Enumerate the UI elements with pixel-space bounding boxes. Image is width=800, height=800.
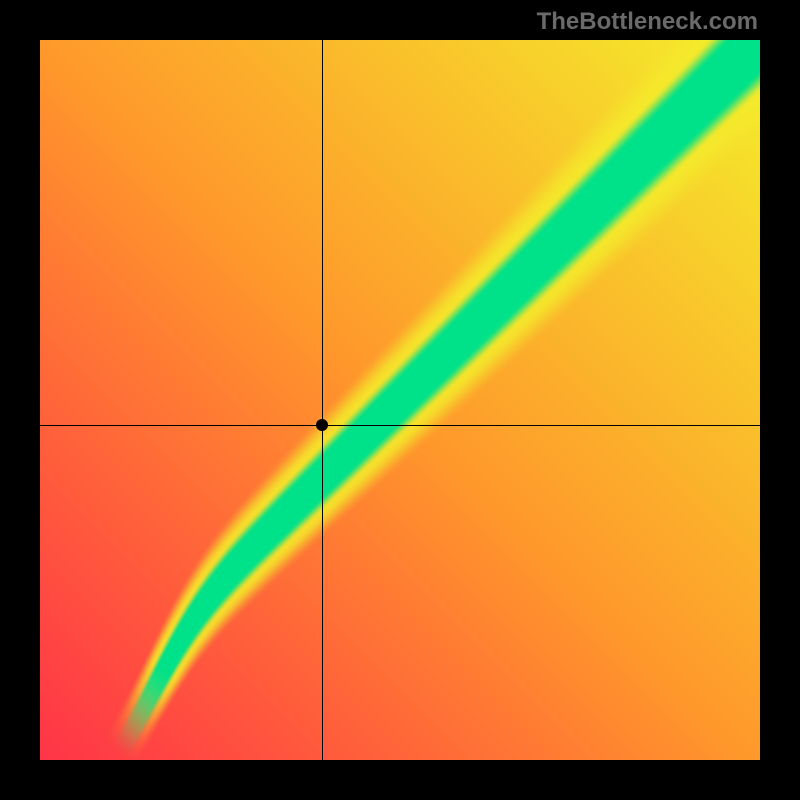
chart-container: TheBottleneck.com bbox=[0, 0, 800, 800]
crosshair-horizontal bbox=[40, 425, 760, 426]
heatmap-canvas bbox=[40, 40, 760, 760]
plot-area bbox=[40, 40, 760, 760]
watermark-label: TheBottleneck.com bbox=[537, 8, 758, 36]
crosshair-vertical bbox=[322, 40, 323, 760]
